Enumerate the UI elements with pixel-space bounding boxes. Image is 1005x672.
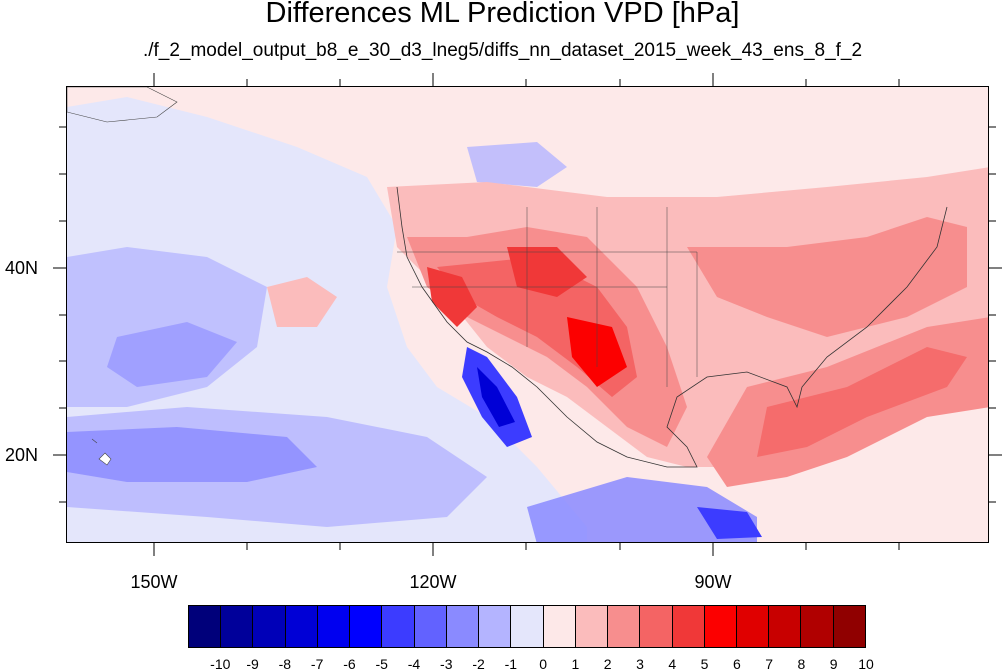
hawaii-islands [91,438,112,466]
atlantic-strong-red [757,347,967,457]
colorbar-tick-label: 0 [539,656,548,672]
colorbar-tick-label: -1 [504,656,518,672]
plot-subtitle: ./f_2_model_output_b8_e_30_d3_lneg5/diff… [142,40,863,61]
colorbar-cell [317,606,351,647]
colorbar-cell [801,606,834,647]
mid-pacific-blue [107,322,237,387]
central-america-blue [697,507,762,539]
colorbar-tick-label: -7 [310,656,324,672]
colorbar-cell [511,606,544,647]
colorbar-cell [221,606,254,647]
lon-label-150w: 150W [130,572,178,592]
colorbar [188,605,866,648]
lat-label-20n: 20N [4,445,38,465]
colorbar-cell [640,606,673,647]
colorbar-tick-label: 6 [732,656,741,672]
vpd-difference-field [67,87,988,542]
colorbar-tick-label: 8 [797,656,806,672]
baja-deep-blue [477,367,515,427]
plot-title: Differences ML Prediction VPD [hPa] [265,0,740,29]
colorbar-cell [575,606,609,647]
east-pacific-blue [527,477,757,542]
colorbar-cell [479,606,512,647]
alaska-coast [67,87,178,123]
california-red [427,267,477,327]
colorbar-tick-label: -6 [343,656,356,672]
colorbar-tick-label: -8 [278,656,292,672]
colorbar-tick-label: -3 [440,656,453,672]
colorbar-cell [382,606,415,647]
colorbar-cell [608,606,641,647]
hawaii-blue [67,427,317,482]
state-borders [397,207,698,387]
colorbar-tick-label: -4 [407,656,421,672]
alaska-pale-blue [67,117,147,177]
colorbar-tick-label: 2 [603,656,612,672]
colorbar-cell [704,606,737,647]
colorbar-tick-label: 1 [571,656,580,672]
colorbar-tick-label: 4 [668,656,677,672]
colorbar-cell [446,606,480,647]
colorbar-tick-label: -9 [246,656,259,672]
colorbar-tick-label: -5 [375,656,388,672]
pacific-red-patch [267,277,337,327]
colorbar-tick-label: -2 [472,656,485,672]
map-panel [66,86,989,543]
coastline [396,186,948,468]
colorbar-cell [253,606,286,647]
north-blue-patch [467,142,567,187]
colorbar-cell [769,606,802,647]
lon-label-120w: 120W [409,572,457,592]
east-red [687,217,967,337]
colorbar-tick-label: 5 [700,656,709,672]
colorbar-tick-label: 10 [858,656,874,672]
colorbar-tick-label: 9 [829,656,838,672]
colorbar-cell [672,606,705,647]
colorbar-cell [414,606,447,647]
colorbar-cell [736,606,770,647]
colorbar-cell [285,606,318,647]
colorbar-tick-label: -10 [210,656,231,672]
colorbar-tick-label: 7 [765,656,774,672]
colorbar-cell [350,606,383,647]
lon-label-90w: 90W [694,572,732,592]
colorbar-cell [543,606,576,647]
lat-label-40n: 40N [4,258,38,278]
colorbar-tick-label: 3 [636,656,644,672]
colorbar-cell [833,606,865,647]
colorbar-cell [189,606,222,647]
